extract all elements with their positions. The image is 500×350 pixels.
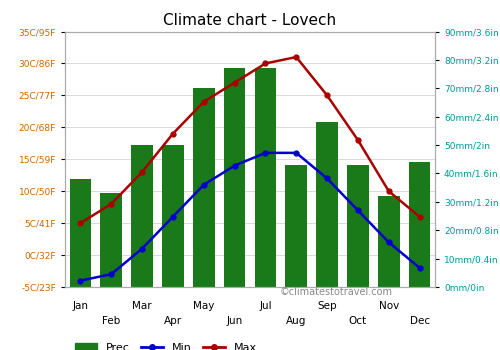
Bar: [286, 165, 307, 287]
Text: ©climatestotravel.com: ©climatestotravel.com: [280, 287, 392, 297]
Bar: [254, 68, 276, 287]
Text: Jun: Jun: [226, 316, 242, 327]
Text: Sep: Sep: [318, 301, 337, 311]
Bar: [70, 179, 91, 287]
Legend: Prec, Min, Max: Prec, Min, Max: [70, 338, 262, 350]
Text: Jan: Jan: [72, 301, 88, 311]
Bar: [132, 145, 153, 287]
Text: Dec: Dec: [410, 316, 430, 327]
Text: Feb: Feb: [102, 316, 120, 327]
Text: Nov: Nov: [378, 301, 399, 311]
Text: Aug: Aug: [286, 316, 306, 327]
Text: Jul: Jul: [259, 301, 272, 311]
Bar: [224, 68, 246, 287]
Bar: [193, 88, 214, 287]
Bar: [347, 165, 368, 287]
Text: Mar: Mar: [132, 301, 152, 311]
Bar: [100, 193, 122, 287]
Title: Climate chart - Lovech: Climate chart - Lovech: [164, 13, 336, 28]
Text: Apr: Apr: [164, 316, 182, 327]
Bar: [409, 162, 430, 287]
Bar: [316, 122, 338, 287]
Bar: [162, 145, 184, 287]
Text: May: May: [193, 301, 214, 311]
Bar: [378, 196, 400, 287]
Text: Oct: Oct: [349, 316, 367, 327]
